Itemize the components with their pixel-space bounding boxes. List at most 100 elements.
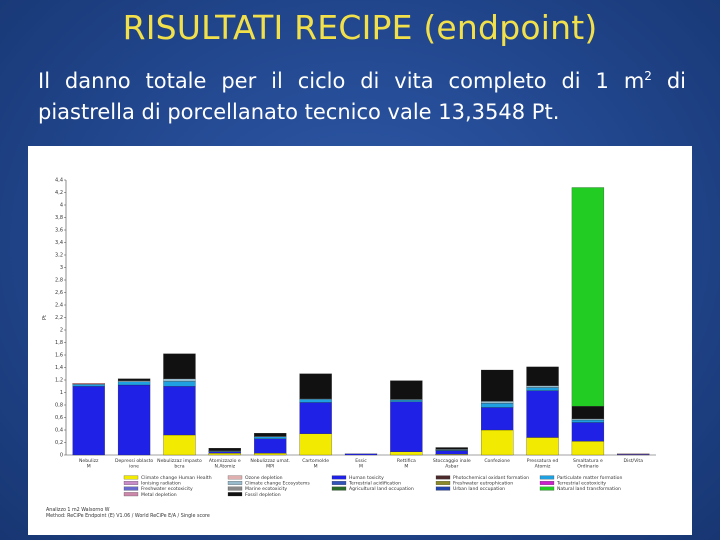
slide-body-text: Il danno totale per il ciclo di vita com… bbox=[38, 66, 686, 128]
bar-segment bbox=[254, 433, 287, 437]
bar-segment bbox=[299, 373, 332, 399]
category-label-line: Rettifica bbox=[397, 458, 416, 464]
category-label: Confezione bbox=[484, 458, 510, 464]
y-tick-label: 4,4 bbox=[55, 178, 63, 184]
legend-label: Human toxicity bbox=[349, 475, 384, 481]
bar-segment bbox=[117, 380, 151, 382]
legend-swatch bbox=[227, 492, 243, 497]
chart-panel: 0 0,2 0,4 0,6 0,8 1 1,2 1,4 1,6 1,8 2 2,2 2,4 2,6 2,8 3… bbox=[28, 146, 692, 535]
legend-swatch bbox=[227, 475, 243, 480]
y-tick-label: 1,4 bbox=[55, 365, 63, 371]
category-label: Depressi oblasto ione bbox=[115, 458, 153, 470]
y-tick-label: 2,4 bbox=[55, 303, 63, 309]
bar-segment bbox=[163, 434, 196, 456]
category-label-line: Essic bbox=[355, 458, 367, 464]
bar-segment bbox=[299, 399, 332, 403]
bar-segment bbox=[526, 390, 559, 438]
y-tick-label: 3,4 bbox=[55, 240, 63, 246]
category-label-line: N.Atomiz bbox=[214, 464, 235, 470]
bar-segment bbox=[72, 383, 105, 385]
legend-label: Ozone depletion bbox=[245, 475, 283, 481]
y-tick-label: 1 bbox=[60, 390, 63, 396]
bar-segment bbox=[117, 381, 151, 386]
y-tick-label: 1,6 bbox=[55, 353, 63, 359]
category-label: Essic M bbox=[355, 458, 367, 470]
legend-label: Climate change Human Health bbox=[141, 475, 212, 481]
category-label: Nebulizzaz impasto bcra bbox=[157, 458, 202, 470]
bar-segment bbox=[117, 378, 151, 381]
legend-swatch bbox=[331, 486, 347, 491]
y-tick-label: 0,6 bbox=[55, 415, 63, 421]
y-tick-label: 3,8 bbox=[55, 215, 63, 221]
y-tick-label: 2,6 bbox=[55, 290, 63, 296]
category-label-line: M bbox=[404, 464, 408, 470]
y-tick-label: 1,8 bbox=[55, 340, 63, 346]
legend-swatch bbox=[435, 481, 451, 485]
category-label-line: Atomiz bbox=[535, 464, 551, 470]
category-label-line: M bbox=[314, 464, 318, 470]
bar-segment bbox=[435, 450, 468, 455]
legend-swatch bbox=[227, 486, 243, 491]
legend-label: Marine ecotoxicity bbox=[245, 486, 287, 492]
bar-segment bbox=[254, 453, 287, 456]
category-label-line: Ordinario bbox=[577, 464, 599, 470]
legend-label: Terrestrial acidification bbox=[348, 481, 401, 487]
legend-label: Urban land occupation bbox=[453, 486, 505, 492]
y-tick-label: 3,2 bbox=[55, 253, 63, 259]
bar-segment bbox=[117, 384, 151, 456]
legend-label: Climate change Ecosystems bbox=[245, 481, 310, 487]
category-label: Atomizzazio e N.Atomiz bbox=[209, 458, 241, 470]
bar-segment bbox=[526, 437, 559, 456]
bar-segment bbox=[344, 453, 378, 456]
legend-swatch bbox=[539, 486, 555, 491]
bar-segment bbox=[208, 448, 241, 451]
body-text-superscript: 2 bbox=[644, 69, 652, 83]
legend-swatch bbox=[539, 475, 555, 480]
bar-segment bbox=[299, 433, 332, 456]
category-label-line: Asbar bbox=[445, 464, 458, 470]
bar-segment bbox=[571, 422, 605, 442]
legend-label: Particulate matter formation bbox=[557, 475, 622, 481]
y-tick-label: 3 bbox=[60, 265, 63, 271]
bar-segment bbox=[526, 366, 559, 386]
bar-segment bbox=[163, 353, 196, 379]
slide-title: RISULTATI RECIPE (endpoint) bbox=[122, 8, 598, 47]
body-text-after: di piastrella di porcellanato tecnico va… bbox=[38, 69, 686, 124]
legend-label: Natural land transformation bbox=[557, 486, 621, 492]
category-label-line: Nebulizz bbox=[79, 458, 99, 464]
category-label-line: Atomizzazio e bbox=[209, 458, 241, 464]
legend-swatch bbox=[539, 481, 555, 485]
category-label-line: Confezione bbox=[484, 458, 510, 464]
bar-segment bbox=[390, 399, 423, 402]
category-label: Smaltatura e Ordinario bbox=[573, 458, 603, 470]
legend-label: Freshwater ecotoxicity bbox=[141, 486, 193, 492]
bar-segment bbox=[617, 453, 650, 455]
category-label: Dist/Vita bbox=[624, 458, 644, 464]
bar-segment bbox=[390, 401, 423, 452]
legend-swatch bbox=[435, 475, 451, 480]
bar-segment bbox=[435, 447, 468, 450]
bar-segment bbox=[571, 419, 605, 423]
legend-swatch bbox=[227, 481, 243, 485]
bar-segment bbox=[390, 380, 423, 400]
y-tick-label: 4,2 bbox=[55, 190, 63, 196]
bar-segment bbox=[254, 436, 287, 439]
category-label-line: M bbox=[87, 464, 91, 470]
category-label-line: M bbox=[359, 464, 363, 470]
legend-label: Photochemical oxidant formation bbox=[453, 475, 529, 481]
chart-footer-line: Method: ReCiPe Endpoint (E) V1.06 / Worl… bbox=[46, 513, 210, 519]
chart-footer-line: Analizzo 1 m2 Walsorno W bbox=[46, 507, 110, 513]
legend-label: Terrestrial ecotoxicity bbox=[556, 481, 606, 487]
stacked-bar-chart: 0 0,2 0,4 0,6 0,8 1 1,2 1,4 1,6 1,8 2 2,2 2,4 2,6 2,8 3… bbox=[42, 178, 656, 519]
bar-segment bbox=[481, 429, 514, 456]
bar-segment bbox=[571, 406, 605, 419]
category-label-line: Depressi oblasto bbox=[115, 458, 153, 464]
bar-segment bbox=[481, 407, 514, 431]
category-label: Nebulizzaz umat. MPI bbox=[250, 458, 290, 470]
body-text-before: Il danno totale per il ciclo di vita com… bbox=[38, 69, 645, 93]
y-tick-label: 0 bbox=[60, 453, 63, 459]
category-label-line: Nebulizzaz impasto bbox=[157, 458, 202, 464]
y-tick-label: 4 bbox=[60, 203, 63, 209]
legend-label: Metal depletion bbox=[141, 492, 177, 498]
category-label-line: bcra bbox=[174, 464, 184, 470]
